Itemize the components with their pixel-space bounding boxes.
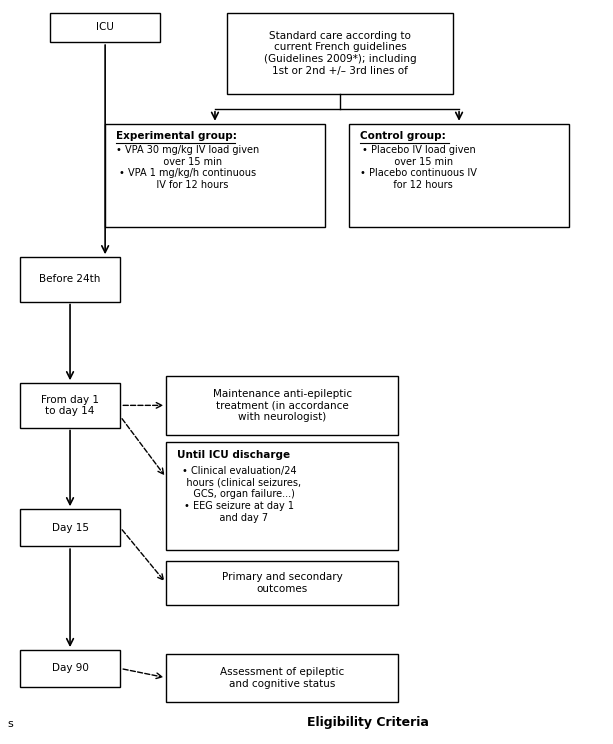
- Text: Standard care according to
current French guidelines
(Guidelines 2009*); includi: Standard care according to current Frenc…: [264, 31, 416, 76]
- FancyBboxPatch shape: [50, 13, 160, 42]
- Text: Day 15: Day 15: [51, 522, 88, 533]
- Text: ICU: ICU: [96, 22, 114, 32]
- FancyBboxPatch shape: [20, 509, 120, 546]
- Text: Until ICU discharge: Until ICU discharge: [177, 450, 291, 460]
- Text: Eligibility Criteria: Eligibility Criteria: [306, 716, 428, 729]
- FancyBboxPatch shape: [227, 13, 453, 94]
- Text: Experimental group:: Experimental group:: [116, 131, 237, 141]
- Text: Assessment of epileptic
and cognitive status: Assessment of epileptic and cognitive st…: [220, 667, 345, 688]
- Text: • Clinical evaluation/24
   hours (clinical seizures,
   GCS, organ failure...)
: • Clinical evaluation/24 hours (clinical…: [177, 466, 301, 522]
- FancyBboxPatch shape: [20, 650, 120, 687]
- Text: Before 24th: Before 24th: [39, 275, 101, 284]
- FancyBboxPatch shape: [20, 257, 120, 301]
- FancyBboxPatch shape: [166, 561, 398, 606]
- FancyBboxPatch shape: [349, 124, 569, 228]
- Text: Control group:: Control group:: [360, 131, 446, 141]
- FancyBboxPatch shape: [166, 443, 398, 550]
- Text: • Placebo IV load given
   over 15 min
• Placebo continuous IV
   for 12 hours: • Placebo IV load given over 15 min • Pl…: [360, 145, 477, 190]
- Text: Primary and secondary
outcomes: Primary and secondary outcomes: [222, 572, 343, 594]
- FancyBboxPatch shape: [20, 383, 120, 428]
- Text: s: s: [7, 719, 13, 729]
- FancyBboxPatch shape: [105, 124, 325, 228]
- FancyBboxPatch shape: [166, 376, 398, 435]
- Text: Maintenance anti-epileptic
treatment (in accordance
with neurologist): Maintenance anti-epileptic treatment (in…: [213, 389, 352, 422]
- Text: From day 1
to day 14: From day 1 to day 14: [41, 394, 99, 416]
- Text: • VPA 30 mg/kg IV load given
   over 15 min
• VPA 1 mg/kg/h continuous
   IV for: • VPA 30 mg/kg IV load given over 15 min…: [116, 145, 259, 190]
- FancyBboxPatch shape: [166, 654, 398, 702]
- Text: Day 90: Day 90: [51, 664, 88, 673]
